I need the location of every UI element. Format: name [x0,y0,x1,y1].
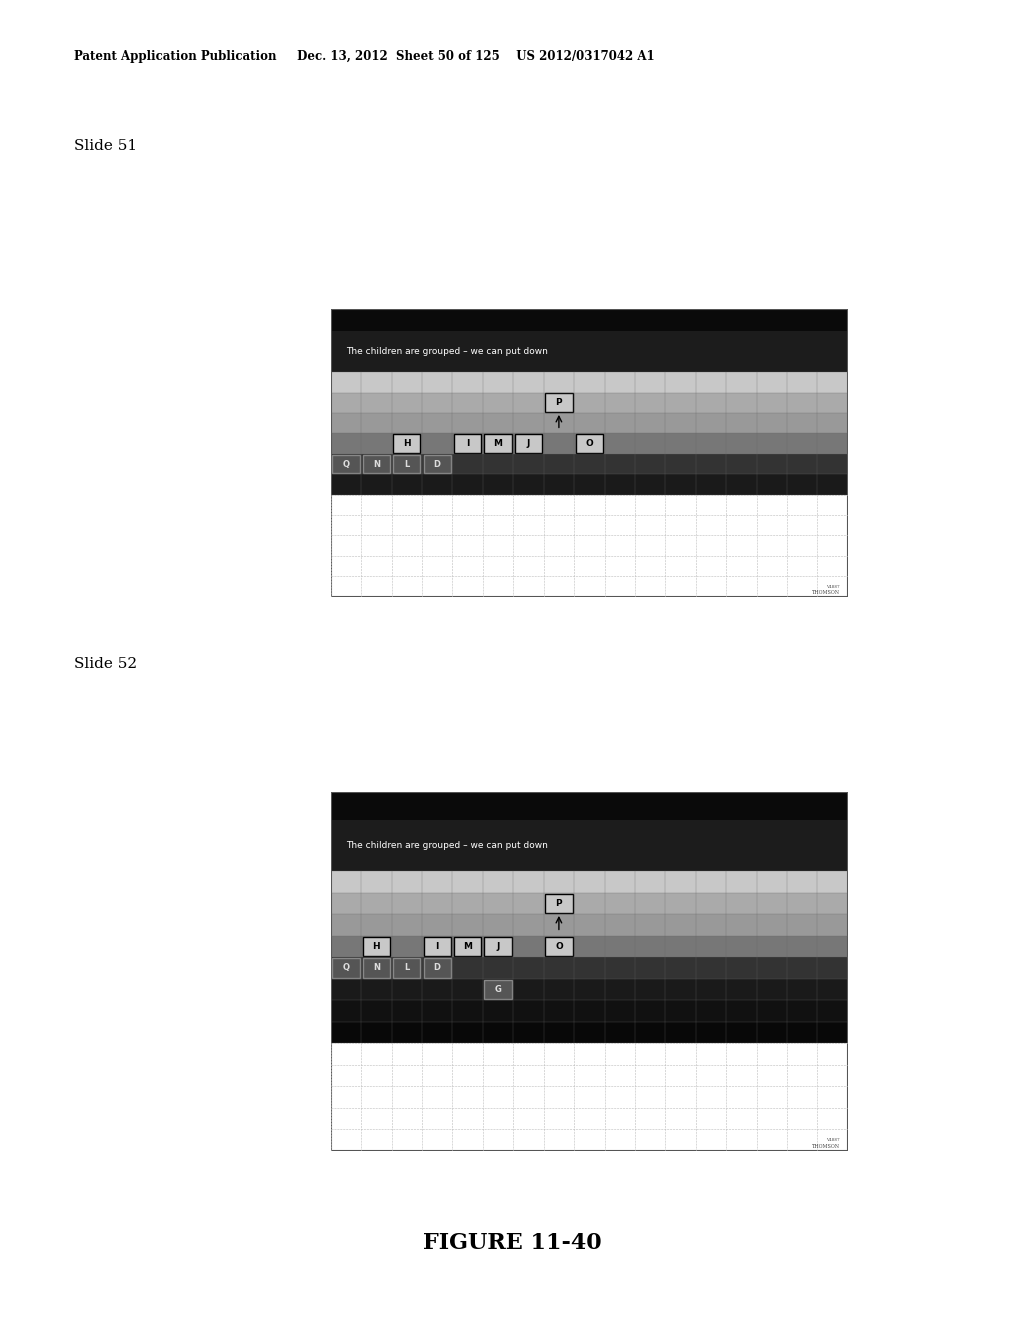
Text: L: L [404,964,410,973]
Bar [331,871,848,892]
Text: THOMSON: THOMSON [812,1144,840,1150]
Text: D: D [434,459,440,469]
Bar [331,1001,848,1022]
Bar [575,434,603,453]
Text: Patent Application Publication     Dec. 13, 2012  Sheet 50 of 125    US 2012/031: Patent Application Publication Dec. 13, … [74,50,654,63]
Text: N: N [373,459,380,469]
Bar [393,434,421,453]
Bar [424,454,451,474]
Text: Slide 52: Slide 52 [74,657,137,672]
Bar [362,937,390,956]
Bar [331,820,848,871]
Bar [424,958,451,978]
Bar [331,392,848,413]
Bar [362,958,390,978]
Bar [331,1022,848,1043]
Bar [331,474,848,495]
Bar [545,937,572,956]
Bar [331,433,848,454]
Bar [484,434,512,453]
Text: The children are grouped – we can put down: The children are grouped – we can put do… [346,841,548,850]
Text: V4887: V4887 [826,1138,840,1142]
Bar [545,894,572,913]
Text: O: O [555,942,563,950]
Bar [331,309,848,331]
Text: P: P [556,399,562,408]
Text: J: J [526,440,530,447]
Bar [331,913,848,936]
Text: P: P [556,899,562,908]
Bar [331,792,848,820]
Bar [545,393,572,412]
Text: L: L [404,459,410,469]
Text: V4887: V4887 [826,586,840,590]
Bar [393,958,421,978]
Bar [333,958,359,978]
Bar [515,434,542,453]
Bar [484,979,512,999]
Text: D: D [434,964,440,973]
Bar [362,454,390,474]
Text: The children are grouped – we can put down: The children are grouped – we can put do… [346,347,548,356]
Bar [331,957,848,978]
Text: G: G [495,985,502,994]
Text: Q: Q [342,459,349,469]
Bar [424,937,451,956]
Text: M: M [463,942,472,950]
Bar [331,495,848,597]
Bar [331,1043,848,1151]
Text: I: I [466,440,469,447]
Bar [333,454,359,474]
Bar [484,937,512,956]
Bar [331,372,848,392]
Text: FIGURE 11-40: FIGURE 11-40 [423,1233,601,1254]
Text: Q: Q [342,964,349,973]
Bar [331,936,848,957]
Text: H: H [403,440,411,447]
Text: THOMSON: THOMSON [812,590,840,595]
Bar [393,454,421,474]
Bar [454,434,481,453]
Text: N: N [373,964,380,973]
Text: H: H [373,942,380,950]
Text: J: J [497,942,500,950]
Bar [454,937,481,956]
Bar [331,978,848,1001]
Bar [331,331,848,372]
Text: I: I [435,942,439,950]
Bar [331,413,848,433]
Bar [331,454,848,474]
Text: M: M [494,440,503,447]
Bar [331,892,848,913]
Text: O: O [586,440,593,447]
Text: Slide 51: Slide 51 [74,139,137,153]
